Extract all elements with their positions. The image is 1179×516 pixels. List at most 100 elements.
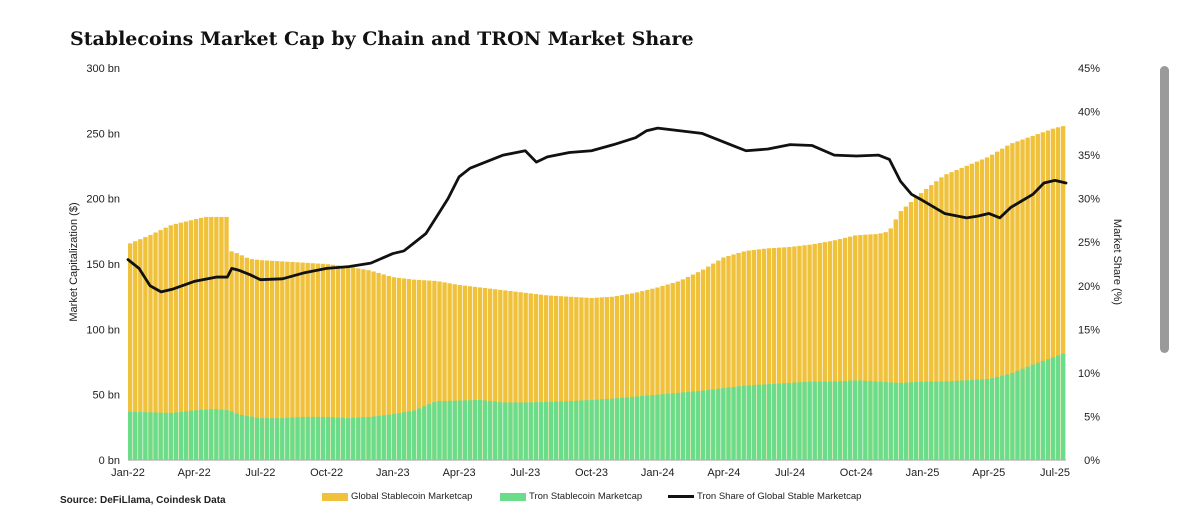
global-bar [1000,148,1005,460]
global-bar [239,255,244,460]
y-right-tick-label: 35% [1078,150,1100,162]
global-bar [1035,134,1040,460]
global-bar [665,284,670,460]
tron-bar [624,397,630,460]
global-bar [188,220,194,460]
global-bar [807,244,812,460]
tron-bar [1005,374,1010,460]
tron-bar [741,385,746,460]
global-bar [320,263,326,460]
tron-bar [204,409,209,460]
global-bar [1020,139,1025,460]
tron-bar [949,381,954,460]
x-tick-label: Jul-23 [510,467,540,479]
global-bar [964,165,969,460]
tron-bar [1020,368,1025,460]
tron-bar [650,395,655,460]
global-bar [538,294,544,460]
tron-bar [493,401,498,460]
legend-swatch-tron [500,492,526,501]
tron-bar [771,383,777,460]
tron-bar [893,382,898,460]
tron-bar [158,412,163,460]
global-bar [680,279,686,460]
global-bar [918,193,924,460]
x-axis: Jan-22 Apr-22 Jul-22 Oct-22 Jan-23 Apr-23 Jul-… [111,467,1070,479]
global-bar [285,261,290,460]
global-bar [802,245,807,460]
legend-label-tron-share: Tron Share of Global Stable Marketcap [697,491,862,502]
tron-bar [792,382,797,460]
global-bar [148,234,153,460]
x-tick-label: Jan-25 [906,467,940,479]
tron-bar [863,380,868,460]
global-bar [893,219,898,460]
y-right-tick-label: 5% [1084,411,1100,423]
tron-stablecoin-bars [128,353,1066,460]
tron-bar [386,414,391,460]
legend-label-global: Global Stablecoin Marketcap [351,491,473,502]
tron-bar [498,402,503,460]
global-bar [290,262,295,460]
tron-bar [133,411,138,460]
tron-bar [376,415,381,460]
global-bar [558,296,564,460]
tron-bar [817,381,822,460]
tron-bar [903,382,909,460]
scrollbar[interactable] [1160,66,1169,353]
tron-bar [138,412,143,460]
global-bar [264,260,270,460]
x-tick-label: Oct-24 [840,467,873,479]
legend-swatch-global [322,492,348,501]
global-bar [224,216,229,460]
tron-bar [594,399,599,460]
tron-bar [472,400,478,460]
tron-bar [635,396,640,460]
y-left-axis-label: Market Capitalization ($) [68,202,80,321]
tron-bar [487,401,493,460]
tron-bar [1025,366,1030,460]
tron-bar [888,382,893,460]
tron-bar [229,411,234,460]
global-bar [1030,135,1035,460]
tron-bar [406,411,412,460]
global-bar [381,274,386,460]
x-tick-label: Jan-24 [641,467,675,479]
global-bar [422,280,427,460]
tron-bar [736,386,741,460]
global-bar [685,276,691,460]
global-bar [969,163,975,460]
global-bar [198,217,204,460]
tron-bar [716,388,721,460]
tron-bar [219,409,224,460]
global-bar [878,233,883,460]
global-bar [731,254,736,460]
global-bar [467,286,473,460]
tron-bar [401,412,407,460]
global-bar [974,161,980,461]
tron-bar [224,410,229,460]
y-right-tick-label: 40% [1078,107,1100,119]
global-bar [244,257,249,460]
global-bar [1060,126,1066,460]
global-bar [533,294,538,460]
x-tick-label: Jul-25 [1040,467,1070,479]
global-bar [219,216,224,460]
tron-bar [300,416,305,460]
tron-bar [797,382,802,460]
tron-bar [366,416,371,460]
tron-bar [193,410,199,460]
tron-bar [939,381,944,460]
tron-bar [645,395,650,460]
tron-bar [447,400,452,460]
tron-bar [482,400,488,460]
tron-bar [898,382,904,460]
global-bar [1010,143,1015,460]
tron-bar [178,411,184,460]
global-bar [457,285,462,460]
global-bar [614,296,620,460]
tron-bar [234,413,239,460]
tron-bar [670,393,675,460]
global-bar [280,261,285,460]
